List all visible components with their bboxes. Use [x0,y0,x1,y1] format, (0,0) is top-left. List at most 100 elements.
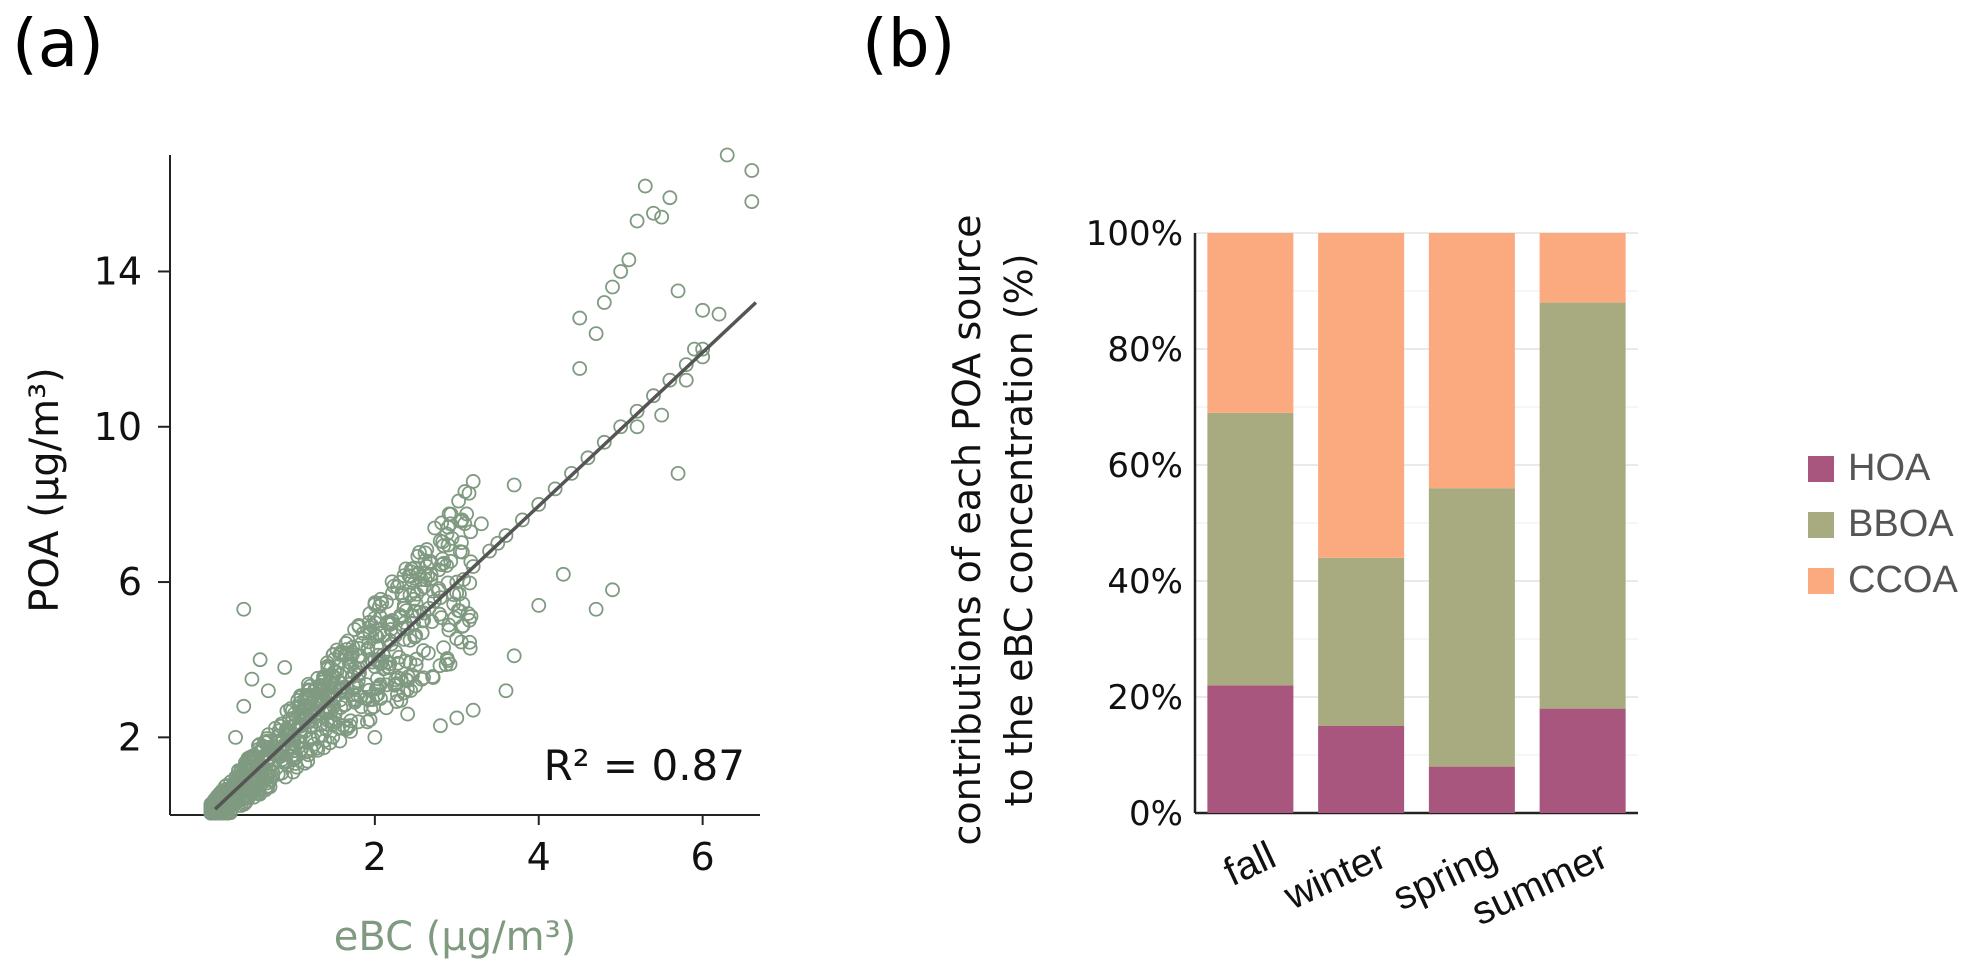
scatter-point [398,561,414,577]
scatter-axes: 2 6 10 14 2 4 6 [94,155,760,879]
scatter-point [449,710,465,726]
scatter-point [406,583,422,599]
scatter-point [440,519,456,535]
y-tick-label: 10 [94,405,142,449]
scatter-point [396,597,412,613]
panel-a-label: (a) [12,5,104,82]
scatter-point [234,766,250,782]
scatter-point [446,587,462,603]
scatter-point [372,626,388,641]
scatter-point [226,781,242,797]
x-tick-label: 6 [691,835,715,879]
scatter-point [274,765,290,781]
scatter-point [326,651,342,667]
scatter-point [342,649,358,665]
scatter-point [646,388,661,404]
scatter-point [370,647,386,663]
x-tick-label: 2 [363,835,387,879]
scatter-point [419,542,435,557]
scatter-point [596,295,612,310]
scatter-point [277,660,293,675]
scatter-point [490,535,506,551]
scatter-point [360,714,375,730]
scatter-point [416,670,431,686]
scatter-point [695,341,711,357]
scatter-point [347,622,363,637]
bar-segment-ccoa-spring [1428,233,1515,489]
scatter-point [451,493,466,509]
scatter-point [400,706,416,722]
scatter-point [452,544,468,560]
y-axis-title-line-1: contributions of each POA source [945,214,989,845]
scatter-point [344,656,359,672]
category-label-fall: fall [1217,833,1282,894]
scatter-point [410,566,426,582]
scatter-point [531,597,547,613]
scatter-point [408,657,424,673]
scatter-point [302,678,318,694]
scatter-point [621,252,637,268]
scatter-point [236,601,252,617]
scatter-point [279,703,295,719]
scatter-point [391,649,407,665]
scatter-point [454,535,469,551]
y-tick-label: 14 [94,249,142,293]
scatter-point [236,698,252,714]
scatter-point [372,598,387,614]
scatter-point [424,614,440,630]
scatter-point [436,538,452,553]
scatter-point [572,310,588,326]
category-label-winter: winter [1277,833,1393,918]
bar-segment-ccoa-summer [1539,233,1626,303]
scatter-point [605,582,620,598]
bar-segment-hoa-fall [1207,685,1294,813]
scatter-point [654,209,670,225]
y-tick-label: 2 [118,715,142,759]
y-axis-title: POA (μg/m³) [22,367,68,613]
scatter-point [376,661,392,677]
scatter-point [306,736,322,752]
y-tick-label: 40% [1107,562,1183,602]
scatter-point [613,264,629,279]
legend-label-hoa: HOA [1848,447,1931,489]
scatter-point [670,465,686,481]
scatter-points [203,147,760,821]
scatter-point [596,434,612,450]
x-tick-label: 4 [527,835,551,879]
scatter-point [423,555,438,571]
scatter-point [555,566,571,582]
scatter-point [506,477,522,493]
scatter-point [325,647,341,662]
scatter-point [482,543,497,559]
scatter-point [456,572,471,587]
y-tick-label: 20% [1107,678,1183,718]
scatter-point [438,657,454,673]
scatter-point [248,785,264,801]
bar-segment-bboa-fall [1207,412,1294,686]
scatter-point [588,326,604,341]
scatter-point [436,640,451,656]
bar-segment-hoa-summer [1539,708,1626,813]
scatter-point [432,658,448,674]
y-axis-title-line-2: to the eBC concentration (%) [997,253,1041,806]
legend-swatch-hoa [1808,456,1834,482]
scatter-point [345,639,361,655]
scatter-point [261,727,276,743]
scatter-point [580,450,596,466]
scatter-point [335,718,351,733]
scatter-point [646,205,661,221]
scatter-point [351,640,367,656]
scatter-point [336,680,352,696]
scatter-point [473,516,489,532]
scatter-point [711,306,727,322]
scatter-point [248,774,264,790]
scatter-point [260,683,276,699]
scatter-point [339,721,355,737]
scatter-point [434,557,449,573]
scatter-point [629,403,645,419]
scatter-point [662,372,678,388]
scatter-point [412,545,427,560]
scatter-point [744,194,760,209]
scatter-point [285,718,301,733]
scatter-point [453,634,469,650]
